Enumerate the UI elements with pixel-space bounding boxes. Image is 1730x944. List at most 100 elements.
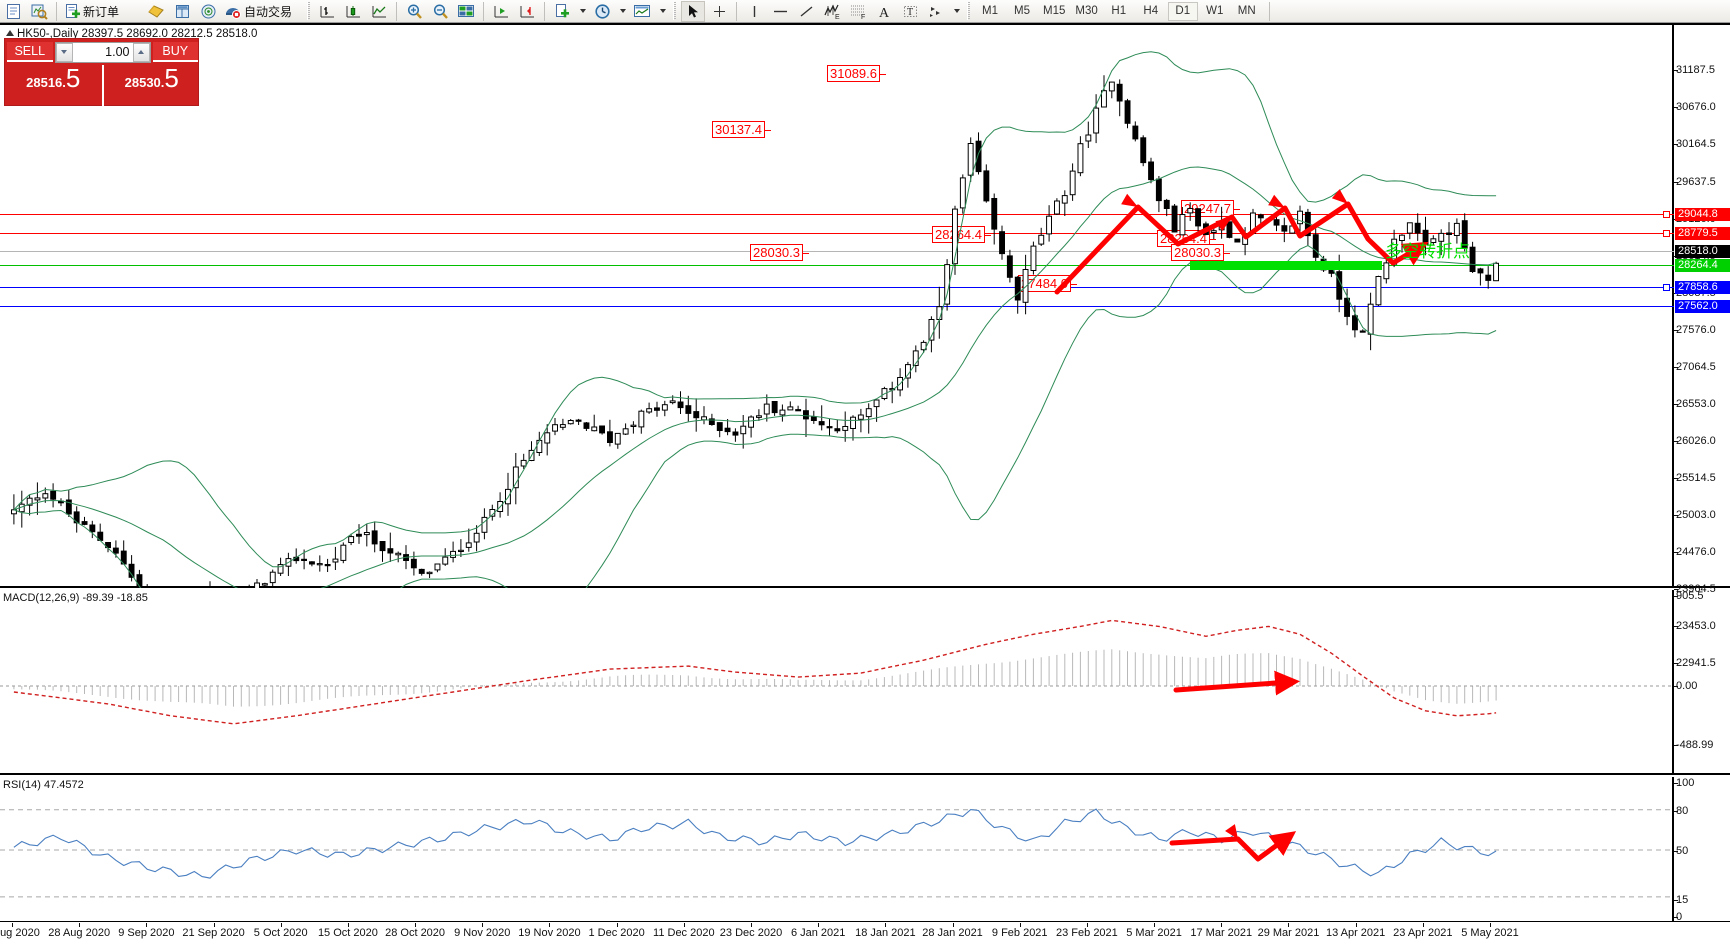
periods-icon[interactable] bbox=[590, 1, 614, 22]
sell-price[interactable]: 28516. 5 bbox=[5, 65, 102, 107]
axis-tick bbox=[1674, 552, 1678, 553]
volume-value[interactable]: 1.00 bbox=[105, 45, 130, 59]
date-tick bbox=[1154, 923, 1156, 927]
templates-icon[interactable] bbox=[630, 1, 654, 22]
timeframe-d1[interactable]: D1 bbox=[1167, 1, 1198, 21]
text-label-icon[interactable]: T bbox=[898, 1, 922, 22]
new-order-button[interactable]: 新订单 bbox=[62, 1, 142, 22]
timeframe-m5[interactable]: M5 bbox=[1014, 5, 1030, 17]
level-line-27858.6[interactable] bbox=[0, 287, 1674, 288]
indicators-dropdown-arrow[interactable] bbox=[576, 1, 588, 22]
templates-dropdown-arrow[interactable] bbox=[656, 1, 668, 22]
sell-button[interactable]: SELL bbox=[7, 42, 53, 62]
date-axis-label: 18 Jan 2021 bbox=[855, 927, 916, 939]
level-line-29044.8[interactable] bbox=[0, 214, 1674, 215]
price-axis-label: 25514.5 bbox=[1676, 472, 1716, 484]
new-chart-icon[interactable] bbox=[1, 1, 25, 22]
crosshair-icon[interactable] bbox=[707, 1, 731, 22]
price-tag[interactable]: 28030.3 bbox=[750, 244, 809, 261]
level-line-27562.0[interactable] bbox=[0, 306, 1674, 307]
price-tag[interactable]: 31089.6 bbox=[827, 65, 886, 82]
elliott-wave-icon[interactable]: E bbox=[820, 1, 844, 22]
timeframe-m15[interactable]: M15 bbox=[1043, 5, 1066, 17]
price-axis-label: 24476.0 bbox=[1676, 546, 1716, 558]
data-window-icon[interactable] bbox=[170, 1, 194, 22]
axis-tick bbox=[1674, 663, 1678, 664]
level-line-handle[interactable] bbox=[1663, 230, 1670, 237]
axis-tick bbox=[1674, 182, 1678, 183]
timeframe-h4[interactable]: H4 bbox=[1143, 5, 1159, 17]
one-click-trading-panel[interactable]: SELL 1.00 BUY 28516. 5 28530. 5 bbox=[4, 38, 201, 107]
buy-button[interactable]: BUY bbox=[152, 42, 198, 62]
indicators-icon[interactable] bbox=[550, 1, 574, 22]
price-tag[interactable]: 27484.0 bbox=[1018, 275, 1077, 292]
timeframe-w1[interactable]: W1 bbox=[1206, 5, 1224, 17]
date-tick bbox=[79, 923, 81, 927]
zoom-out-icon[interactable] bbox=[428, 1, 452, 22]
objects-dropdown-arrow[interactable] bbox=[950, 1, 962, 22]
horizontal-line-icon[interactable] bbox=[768, 1, 792, 22]
periods-dropdown-arrow[interactable] bbox=[616, 1, 628, 22]
chart-area[interactable]: HK50-,Daily 28397.5 28692.0 28212.5 2851… bbox=[0, 23, 1730, 944]
symbol-header: HK50-,Daily 28397.5 28692.0 28212.5 2851… bbox=[6, 28, 257, 40]
price-axis-label: 23453.0 bbox=[1676, 620, 1716, 632]
date-tick bbox=[415, 923, 417, 927]
axis-tick bbox=[1674, 917, 1678, 918]
timeframe-m30[interactable]: M30 bbox=[1075, 5, 1098, 17]
macd-axis-label: 905.5 bbox=[1676, 590, 1704, 602]
timeframe-mn[interactable]: MN bbox=[1237, 5, 1256, 17]
rsi-pane[interactable]: RSI(14) 47.4572 100 80 50 15 0 bbox=[0, 777, 1730, 923]
trendline-icon[interactable] bbox=[794, 1, 818, 22]
auto-trading-button[interactable]: 自动交易 bbox=[222, 1, 302, 22]
volume-stepper[interactable]: 1.00 bbox=[54, 41, 151, 63]
date-tick bbox=[1355, 923, 1357, 927]
price-level-badge-black: 28518.0 bbox=[1675, 245, 1730, 258]
text-icon[interactable]: A bbox=[872, 1, 896, 22]
timeframe-m1[interactable]: M1 bbox=[982, 5, 998, 17]
fibonacci-icon[interactable]: F bbox=[846, 1, 870, 22]
price-pane[interactable]: HK50-,Daily 28397.5 28692.0 28212.5 2851… bbox=[0, 25, 1730, 669]
date-tick bbox=[1221, 923, 1223, 927]
price-axis-label: 31187.5 bbox=[1676, 64, 1715, 76]
market-watch-icon[interactable] bbox=[27, 1, 51, 22]
date-tick bbox=[1288, 923, 1290, 927]
price-level-badge-blue: 27562.0 bbox=[1675, 300, 1730, 313]
auto-scroll-icon[interactable] bbox=[515, 1, 539, 22]
price-axis-line bbox=[1672, 25, 1674, 586]
macd-pane[interactable]: MACD(12,26,9) -89.39 -18.85 905.5 0.00 -48… bbox=[0, 590, 1730, 775]
price-tag[interactable]: 28030.3 bbox=[1171, 244, 1230, 261]
volume-increase-button[interactable] bbox=[132, 42, 150, 62]
vertical-line-icon[interactable] bbox=[742, 1, 766, 22]
candlestick-chart-icon[interactable] bbox=[341, 1, 365, 22]
objects-icon[interactable] bbox=[924, 1, 948, 22]
new-order-label: 新订单 bbox=[83, 4, 120, 19]
zoom-in-icon[interactable] bbox=[402, 1, 426, 22]
collapse-triangle-icon[interactable] bbox=[6, 30, 14, 36]
svg-text:F: F bbox=[861, 14, 865, 20]
volume-decrease-button[interactable] bbox=[55, 42, 73, 62]
price-tag[interactable]: 29247.7 bbox=[1181, 200, 1240, 217]
axis-tick bbox=[1674, 851, 1678, 852]
axis-tick bbox=[1674, 811, 1678, 812]
date-tick bbox=[1490, 923, 1491, 927]
date-axis-label: 28 Jan 2021 bbox=[922, 927, 983, 939]
level-line-handle[interactable] bbox=[1663, 284, 1670, 291]
buy-price[interactable]: 28530. 5 bbox=[104, 65, 201, 107]
timeframe-h1[interactable]: H1 bbox=[1111, 5, 1127, 17]
chart-shift-icon[interactable] bbox=[489, 1, 513, 22]
price-tag[interactable]: 30137.4 bbox=[712, 121, 771, 138]
chart-properties-icon[interactable] bbox=[454, 1, 478, 22]
cursor-icon[interactable] bbox=[681, 0, 705, 22]
date-tick bbox=[549, 923, 551, 927]
price-axis-label: 30164.5 bbox=[1676, 138, 1716, 150]
rsi-axis-label: 100 bbox=[1676, 777, 1695, 789]
navigator-icon[interactable] bbox=[196, 1, 220, 22]
line-chart-icon[interactable] bbox=[367, 1, 391, 22]
bar-chart-icon[interactable] bbox=[315, 1, 339, 22]
expert-advisors-icon[interactable] bbox=[144, 1, 168, 22]
price-tag[interactable]: 28264.4 bbox=[932, 226, 991, 243]
axis-tick bbox=[1674, 900, 1678, 901]
level-line-28264.4[interactable] bbox=[0, 265, 1674, 266]
level-line-28779.5[interactable] bbox=[0, 233, 1674, 234]
level-line-handle[interactable] bbox=[1663, 211, 1670, 218]
